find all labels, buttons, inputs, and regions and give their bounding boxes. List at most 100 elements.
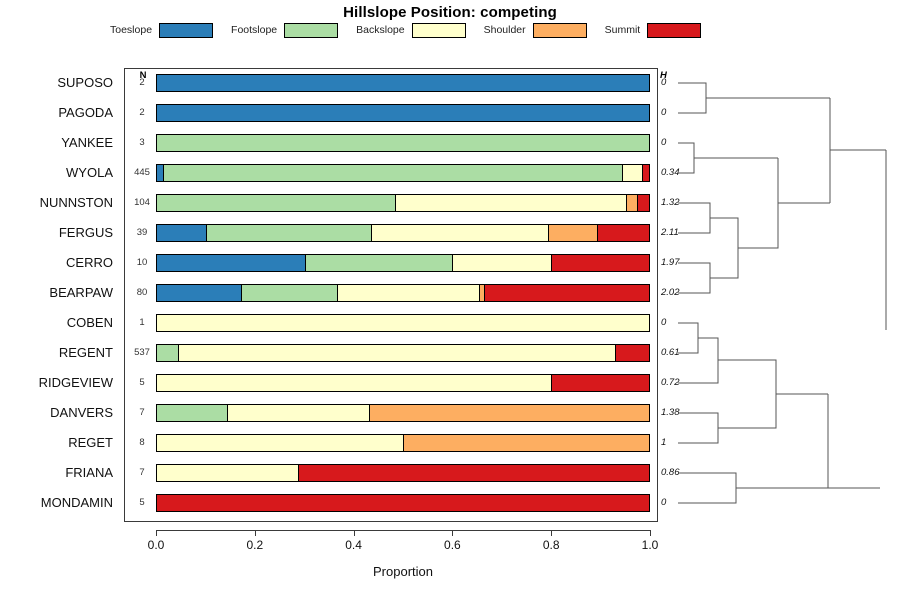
bar-segment [614, 345, 649, 361]
dendrogram-svg [678, 82, 887, 504]
n-value: 3 [139, 137, 145, 148]
bar-segment [371, 225, 549, 241]
bar-segment [157, 135, 649, 151]
n-value: 39 [136, 227, 148, 238]
legend-item-shoulder: Shoulder [484, 22, 605, 38]
h-value: 2.02 [661, 287, 680, 298]
bar-segment [178, 345, 615, 361]
legend-swatch-toeslope [159, 22, 214, 38]
n-value: 10 [136, 257, 148, 268]
x-tick-label: 0.0 [147, 538, 165, 552]
series-label-suposo: SUPOSO [57, 75, 113, 90]
stacked-bar [156, 404, 650, 422]
table-row: PAGODA 2 0 [0, 98, 900, 128]
table-row: DANVERS 7 1.38 [0, 398, 900, 428]
series-label-bearpaw: BEARPAW [49, 285, 113, 300]
n-value: 7 [139, 467, 145, 478]
series-label-reget: REGET [68, 435, 113, 450]
dendro-join-friana-mondamin [678, 472, 737, 504]
dendro-join-nunnston-fergus [678, 202, 711, 234]
legend-label: Backslope [356, 24, 405, 36]
legend-label: Shoulder [483, 24, 526, 36]
stacked-bar [156, 254, 650, 272]
stacked-bar [156, 134, 650, 152]
bar-segment [157, 345, 179, 361]
stacked-bar [156, 464, 650, 482]
h-value: 0 [661, 107, 667, 118]
h-value: 0 [661, 317, 667, 328]
stacked-bar [156, 374, 650, 392]
stacked-bar [156, 194, 650, 212]
bar-segment [157, 435, 403, 451]
dendrogram [668, 68, 896, 522]
table-row: SUPOSO 2 0 [0, 68, 900, 98]
legend-label: Toeslope [110, 24, 153, 36]
bar-segment [298, 465, 649, 481]
bar-segment [550, 375, 649, 391]
dendro-join-cerro-bearpaw [678, 262, 711, 294]
h-value: 1 [661, 437, 667, 448]
bar-segment [304, 255, 453, 271]
table-row: NUNNSTON 104 1.32 [0, 188, 900, 218]
bar-segment [403, 435, 649, 451]
table-row: CERRO 10 1.97 [0, 248, 900, 278]
x-tick [452, 530, 454, 536]
x-tick [650, 530, 651, 536]
x-axis-line [156, 530, 650, 531]
h-value: 1.38 [661, 407, 680, 418]
bar-segment [621, 165, 642, 181]
x-axis-title: Proportion [373, 564, 433, 579]
dendro-join-mid4 [718, 359, 777, 429]
series-label-mondamin: MONDAMIN [40, 495, 113, 510]
legend-item-footslope: Footslope [231, 22, 356, 38]
stacked-bar [156, 284, 650, 302]
stacked-bar [156, 74, 650, 92]
bar-segment [157, 315, 649, 331]
h-value: 0.34 [661, 167, 680, 178]
bar-segment [625, 195, 638, 211]
series-label-friana: FRIANA [65, 465, 113, 480]
bar-segment [157, 195, 396, 211]
n-value: 5 [139, 377, 145, 388]
bar-segment [206, 225, 371, 241]
bar-segment [479, 285, 485, 301]
table-row: FRIANA 7 0.86 [0, 458, 900, 488]
x-tick-label: 0.4 [345, 538, 362, 552]
table-row: COBEN 1 0 [0, 308, 900, 338]
bar-segment [157, 285, 241, 301]
series-label-danvers: DANVERS [50, 405, 113, 420]
legend-swatch-backslope [411, 22, 466, 38]
stacked-bar [156, 344, 650, 362]
page-title: Hillslope Position: competing [343, 4, 557, 21]
n-value: 2 [139, 77, 145, 88]
n-value: 1 [139, 317, 145, 328]
bar-segment [157, 105, 649, 121]
bar-segment [157, 165, 163, 181]
bar-segment [550, 255, 649, 271]
bar-segment [157, 495, 649, 511]
n-value: 5 [139, 497, 145, 508]
table-row: REGENT 537 0.61 [0, 338, 900, 368]
legend-swatch-summit [647, 22, 702, 38]
h-value: 1.32 [661, 197, 680, 208]
dendro-join-suposo-pagoda [678, 82, 707, 114]
h-value: 0.86 [661, 467, 680, 478]
bar-segment [157, 465, 299, 481]
table-row: YANKEE 3 0 [0, 128, 900, 158]
legend-item-summit: Summit [605, 22, 720, 38]
dendro-join-yankee-wyola [678, 142, 695, 174]
stacked-bar [156, 224, 650, 242]
bar-segment [484, 285, 649, 301]
table-row: REGET 8 1 [0, 428, 900, 458]
x-tick-label: 1.0 [641, 538, 659, 552]
bar-segment [637, 195, 649, 211]
x-tick-label: 0.8 [542, 538, 560, 552]
h-column-header: H [660, 70, 667, 81]
x-tick-label: 0.2 [246, 538, 264, 552]
h-value: 0 [661, 497, 667, 508]
x-tick-label: 0.6 [444, 538, 461, 552]
bar-segment [157, 75, 649, 91]
table-row: BEARPAW 80 2.02 [0, 278, 900, 308]
series-label-pagoda: PAGODA [58, 105, 113, 120]
